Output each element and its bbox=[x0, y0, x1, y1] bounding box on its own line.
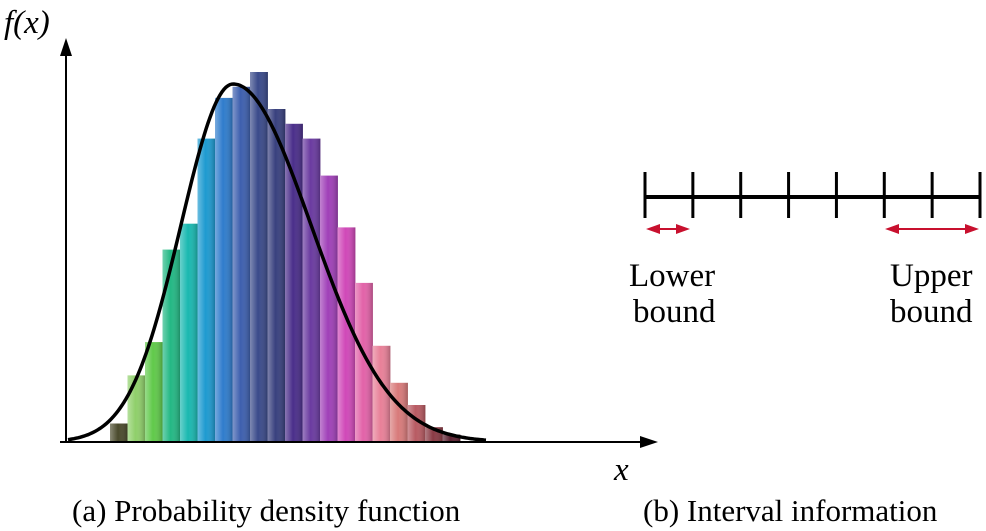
y-axis-label: f(x) bbox=[4, 5, 50, 41]
histogram-bar-shading bbox=[180, 223, 198, 442]
density-curve bbox=[67, 82, 487, 442]
histogram-bars bbox=[110, 72, 461, 443]
y-axis-arrowhead bbox=[60, 38, 72, 56]
caption-a: (a) Probability density function bbox=[72, 493, 461, 528]
histogram-bar-shading bbox=[127, 375, 146, 442]
lower-bound-label-line1: Lower bbox=[629, 258, 715, 294]
histogram-bar-shading bbox=[442, 434, 461, 442]
upper-bound-label-line1: Upper bbox=[890, 258, 972, 294]
pdf-panel: f(x) x (a) Probability density function bbox=[4, 5, 658, 528]
histogram-bar-shading bbox=[110, 423, 128, 442]
histogram-bar-shading bbox=[145, 342, 163, 442]
upper-bound-arrow bbox=[885, 224, 979, 234]
caption-b: (b) Interval information bbox=[643, 493, 938, 528]
histogram-bar-shading bbox=[250, 72, 268, 442]
interval-ticks bbox=[643, 172, 982, 218]
histogram-bar-shading bbox=[285, 123, 303, 443]
histogram-bar-shading bbox=[162, 249, 181, 442]
lower-bound-arrow bbox=[646, 224, 690, 234]
upper-bound-label-line2: bound bbox=[890, 294, 973, 330]
histogram-bar-shading bbox=[355, 282, 373, 442]
histogram-bar-shading bbox=[320, 175, 338, 442]
histogram-bar-shading bbox=[337, 227, 356, 442]
histogram-bar-shading bbox=[267, 109, 286, 442]
lower-bound-label-line2: bound bbox=[633, 294, 716, 330]
histogram-bar-shading bbox=[197, 138, 216, 442]
histogram-bar-shading bbox=[215, 97, 233, 443]
x-axis-label: x bbox=[613, 452, 629, 488]
x-axis-arrowhead bbox=[640, 436, 658, 448]
histogram-bar-shading bbox=[302, 138, 321, 442]
histogram-bar-shading bbox=[372, 345, 391, 442]
interval-panel: Lower bound Upper bound (b) Interval inf… bbox=[629, 172, 982, 528]
histogram-bar-shading bbox=[232, 86, 251, 443]
